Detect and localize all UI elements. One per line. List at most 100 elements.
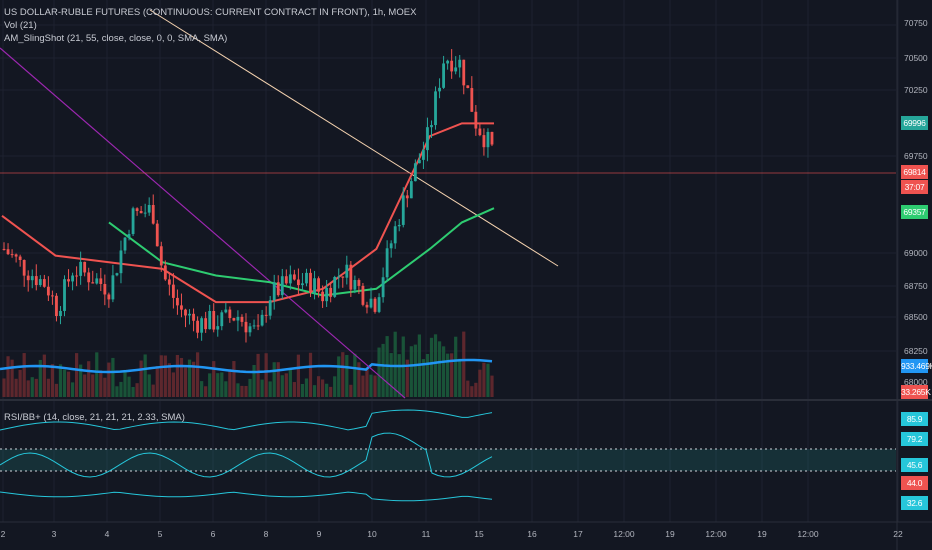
candle-body	[405, 195, 409, 199]
volume-bar	[458, 358, 462, 397]
price-tick: 68500	[904, 312, 928, 322]
candle-body	[236, 316, 240, 321]
candle-body	[490, 131, 494, 145]
candle-body	[167, 279, 171, 285]
price-tick: 68250	[904, 346, 928, 356]
volume-bar	[91, 374, 95, 397]
volume-bar	[228, 369, 232, 397]
volume-bar	[107, 362, 111, 397]
candle-body	[123, 237, 127, 251]
volume-bar	[38, 359, 42, 397]
price-tick: 70250	[904, 85, 928, 95]
volume-bar	[42, 354, 46, 397]
time-tick: 12:00	[705, 529, 727, 539]
time-tick: 4	[104, 529, 110, 539]
volume-bar	[58, 364, 63, 397]
candle-body	[232, 318, 236, 321]
candle-body	[131, 208, 135, 235]
volume-bar	[212, 361, 216, 397]
candle-body	[163, 265, 167, 280]
candle-body	[458, 59, 462, 68]
candle-body	[438, 87, 441, 92]
volume-bar	[272, 362, 276, 397]
volume-bar	[486, 363, 490, 397]
volume-bar	[284, 373, 288, 397]
candle-body	[95, 278, 99, 284]
rsi-upper-band	[0, 409, 493, 431]
time-tick: 19	[757, 529, 767, 539]
volume-bar	[425, 353, 430, 397]
volume-bar	[83, 374, 87, 397]
volume-bar	[377, 347, 381, 397]
candle-body	[220, 312, 224, 327]
price-tick: 68000	[904, 377, 928, 387]
volume-bar	[216, 373, 220, 397]
volume-bar	[433, 334, 438, 397]
volume-bar	[6, 356, 10, 397]
candle-body	[184, 309, 187, 316]
volume-bar	[393, 331, 397, 397]
candle-body	[280, 276, 284, 296]
time-tick: 22	[893, 529, 903, 539]
candle-body	[434, 91, 437, 126]
volume-bar	[208, 373, 212, 397]
volume-bar	[2, 378, 6, 397]
candle-body	[309, 272, 312, 293]
candle-body	[67, 279, 70, 282]
trendline-tan	[149, 9, 559, 267]
volume-bar	[46, 378, 50, 397]
candles	[2, 49, 494, 343]
candle-body	[260, 314, 264, 326]
candle-body	[171, 284, 175, 298]
candle-body	[454, 67, 458, 72]
volume-bar	[280, 375, 284, 397]
candle-body	[413, 163, 417, 182]
volume-bar	[470, 386, 474, 397]
candle-body	[79, 261, 83, 276]
price-tick: 69000	[904, 248, 928, 258]
volume-bar	[87, 361, 91, 397]
rsi-bottom-tag: 32.6	[901, 496, 928, 510]
volume-bar	[345, 355, 349, 397]
candle-body	[18, 256, 22, 260]
volume-bar	[429, 337, 434, 397]
candle-body	[115, 273, 119, 276]
volume-bar	[454, 336, 458, 397]
candle-body	[389, 243, 393, 249]
candle-body	[155, 223, 159, 247]
candle-body	[288, 274, 292, 284]
volume-bar	[179, 357, 184, 397]
volume-bars	[0, 331, 494, 397]
volume-bar	[220, 372, 224, 397]
volume-bar	[70, 382, 75, 397]
price-tick: 70750	[904, 18, 928, 28]
candle-body	[409, 181, 413, 199]
candle-body	[244, 321, 248, 333]
price-tick: 69750	[904, 151, 928, 161]
volume-bar	[204, 386, 208, 397]
rsi-legend[interactable]: RSI/BB+ (14, close, 21, 21, 21, 2.33, SM…	[4, 412, 185, 423]
time-tick: 2	[0, 529, 6, 539]
volume-bar	[244, 385, 248, 397]
candle-body	[188, 313, 191, 316]
candle-body	[30, 276, 34, 281]
volume-bar	[191, 361, 196, 397]
volume-bar	[329, 386, 333, 397]
candle-body	[252, 325, 256, 327]
volume-bar	[62, 369, 67, 397]
candle-body	[466, 85, 470, 89]
candle-body	[333, 276, 337, 297]
candle-body	[341, 276, 345, 278]
countdown-tag: 37:07	[901, 180, 928, 194]
candle-body	[462, 59, 466, 86]
volume-bar	[482, 362, 486, 397]
volume-bar	[50, 364, 55, 397]
slingshot-legend[interactable]: AM_SlingShot (21, 55, close, close, 0, 0…	[4, 33, 228, 44]
candle-body	[107, 294, 111, 300]
volume-bar	[316, 376, 321, 397]
volume-legend[interactable]: Vol (21)	[4, 20, 37, 31]
candle-body	[313, 278, 316, 293]
volume-bar	[389, 353, 393, 397]
volume-bar	[22, 353, 26, 397]
